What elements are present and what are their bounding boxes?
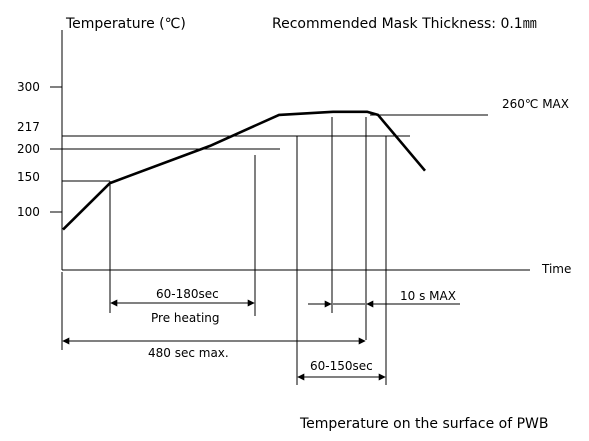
y-tick-label-150: 150 [17, 170, 40, 184]
preheat-name-label: Pre heating [151, 311, 220, 325]
y-tick-label-200: 200 [17, 142, 40, 156]
y-axis-title: Temperature (℃) [65, 16, 186, 32]
peak-time-label: 10 s MAX [400, 289, 456, 303]
y-tick-label-100: 100 [17, 205, 40, 219]
footer-caption: Temperature on the surface of PWB [299, 416, 548, 432]
mask-thickness-note: Recommended Mask Thickness: 0.1㎜ [272, 16, 537, 32]
total-time-label: 480 sec max. [148, 346, 229, 360]
y-tick-label-217: 217 [17, 120, 40, 134]
liquidus-time-label: 60-150sec [310, 359, 373, 373]
preheat-time-label: 60-180sec [156, 287, 219, 301]
x-axis-title: Time [541, 262, 571, 276]
temperature-profile-curve [62, 110, 426, 231]
peak-temperature-label: 260℃ MAX [502, 97, 569, 111]
y-tick-label-300: 300 [17, 80, 40, 94]
